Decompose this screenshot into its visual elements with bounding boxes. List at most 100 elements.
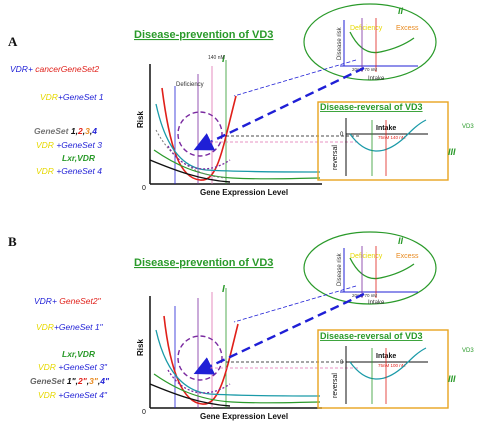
panel-b-label-lxr: Lxr,VDR <box>62 349 96 359</box>
panel-b-label-geneset3: VDR +GeneSet 3" <box>38 362 108 372</box>
reversal-y-label: reversal <box>332 145 339 170</box>
panel-b-label-genesets: GeneSet 1",2",3",4" <box>30 376 110 386</box>
reversal-frame <box>317 101 449 181</box>
panel-b-label-vdr-geneset2: VDR+ GeneSet2" <box>34 296 102 306</box>
reversal-curve <box>349 119 427 152</box>
label-b-n1: 1" <box>67 376 77 386</box>
reversal-b-zero: 0 <box>340 360 344 366</box>
panel-a-curve-red <box>161 87 237 181</box>
reversal-frame-b <box>317 329 449 409</box>
label-c1: , <box>75 126 78 136</box>
reversal-zero: 0 <box>340 132 344 138</box>
inset-excess: Excess <box>396 25 419 32</box>
panel-a-region-ii: II <box>398 6 404 16</box>
panel-b-x-axis-label: Gene Expression Level <box>200 412 288 421</box>
panel-b-label-geneset1: VDR+GeneSet 1" <box>36 322 104 332</box>
reversal-side-tag: VD3 <box>462 124 474 130</box>
panel-a-dotted-purple <box>167 145 231 170</box>
panel-a-label-geneset1: VDR+GeneSet 1 <box>40 92 104 102</box>
reversal-title: Disease-reversal of VD3 <box>320 102 423 112</box>
inset-deficiency: Deficiency <box>350 25 383 32</box>
panel-b-region-i: I <box>222 284 225 295</box>
panel-b-dashed-circle <box>177 335 223 381</box>
panel-a-reversal-box: Disease-reversal of VD3 VD3 III 0 revers… <box>317 101 474 181</box>
label-b-vdr-prefix: VDR+ <box>34 296 59 306</box>
panel-a-label-vdr-cancer: VDR+ cancerGeneSet2 <box>10 64 99 74</box>
panel-b-origin: 0 <box>142 409 146 416</box>
panel-a-curve-green <box>153 149 321 180</box>
label-vdr-prefix: VDR+ <box>10 64 35 74</box>
panel-a: A Disease-prevention of VD3 I II Disease… <box>8 3 474 197</box>
label-b-n2: 2" <box>77 376 88 386</box>
reversal-marks: 75nM 140 nM <box>378 135 406 140</box>
panel-b-curve-green <box>153 373 321 404</box>
panel-a-curve-black <box>149 159 231 183</box>
label-n2: 2 <box>77 126 83 136</box>
panel-a-label-geneset4: VDR +GeneSet 4 <box>36 166 102 176</box>
panel-a-y-axis-label: Risk <box>136 111 145 128</box>
panel-b-curve-black <box>149 383 231 407</box>
inset-b-y-label: Disease risk <box>337 252 343 286</box>
label-geneset4: +GeneSet 4 <box>54 166 102 176</box>
reversal-b-y-label: reversal <box>332 373 339 398</box>
panel-b-title: Disease-prevention of VD3 <box>134 257 273 269</box>
label-vdr-yellow-3: VDR <box>36 140 54 150</box>
panel-b-thin-arrow <box>233 285 357 323</box>
label-n3: 3 <box>85 126 90 136</box>
label-b-c3: , <box>97 376 100 386</box>
label-c2: , <box>82 126 85 136</box>
label-b-n3: 3" <box>89 376 99 386</box>
panel-a-inset-risk: II Disease risk Deficiency Excess 20nM 7… <box>303 3 437 82</box>
label-b-geneset1: +GeneSet 1" <box>54 322 104 332</box>
panel-a-curve-teal <box>155 103 321 173</box>
panel-a-140nm: 140 nM <box>208 55 225 61</box>
label-n1: 1 <box>71 126 76 136</box>
panel-b-label: B <box>8 234 17 249</box>
panel-b-y-axis-label: Risk <box>136 339 145 356</box>
inset-marks: 20nM 70 nM <box>352 67 377 72</box>
panel-a-label-geneset3: VDR +GeneSet 3 <box>36 140 102 150</box>
label-geneset-gray: GeneSet <box>34 126 71 136</box>
label-b-geneset2: GeneSet2" <box>59 296 101 306</box>
label-b-vdr-yellow-3: VDR <box>38 362 56 372</box>
panel-a-region-i: I <box>222 54 225 65</box>
panel-b-label-geneset4: VDR +GeneSet 4" <box>38 390 108 400</box>
label-geneset3: +GeneSet 3 <box>54 140 102 150</box>
panel-a-title: Disease-prevention of VD3 <box>134 29 273 41</box>
label-geneset1: +GeneSet 1 <box>58 92 104 102</box>
panel-b-curve-teal <box>155 329 321 397</box>
panel-a-origin: 0 <box>142 185 146 192</box>
panel-a-deficiency: Deficiency <box>176 82 204 88</box>
reversal-b-curve <box>349 347 427 380</box>
inset-b-marks: 20nM 70 nM <box>352 293 377 298</box>
panel-b-dotted-purple <box>167 369 231 394</box>
inset-b-x-label: Intake <box>368 300 385 306</box>
panel-b-reversal-box: Disease-reversal of VD3 VD3 III 0 revers… <box>317 329 474 409</box>
label-vdr-yellow-4: VDR <box>36 166 54 176</box>
panel-b-inset-risk: II Disease risk Deficiency Excess 20nM 7… <box>303 231 437 306</box>
inset-u-curve <box>349 31 415 54</box>
inset-b-u-curve <box>349 257 415 280</box>
inset-x-label: Intake <box>368 76 385 82</box>
label-b-vdr-yellow: VDR <box>36 322 54 332</box>
label-b-c2: , <box>86 376 89 386</box>
label-b-geneset-gray: GeneSet <box>30 376 67 386</box>
panel-a-region-iii: III <box>448 147 456 157</box>
label-b-n4: 4" <box>99 376 110 386</box>
inset-b-deficiency: Deficiency <box>350 253 383 260</box>
label-cancer-geneset: cancerGeneSet2 <box>35 64 99 74</box>
panel-b-big-arrow <box>193 292 365 375</box>
inset-oval <box>303 3 437 81</box>
panel-a-label-lxr: Lxr,VDR <box>62 153 96 163</box>
inset-y-label: Disease risk <box>337 26 343 60</box>
panel-a-label-genesets: GeneSet 1,2,3,4 <box>34 126 97 136</box>
reversal-b-marks: 75nM 100 nM <box>378 363 406 368</box>
panel-b-curve-red <box>163 315 239 405</box>
panel-a-big-arrow <box>193 66 365 151</box>
label-b-geneset4: +GeneSet 4" <box>56 390 108 400</box>
label-c3: , <box>89 126 92 136</box>
label-n4: 4 <box>91 126 97 136</box>
inset-oval-b <box>303 231 437 305</box>
panel-b-region-iii: III <box>448 374 456 384</box>
